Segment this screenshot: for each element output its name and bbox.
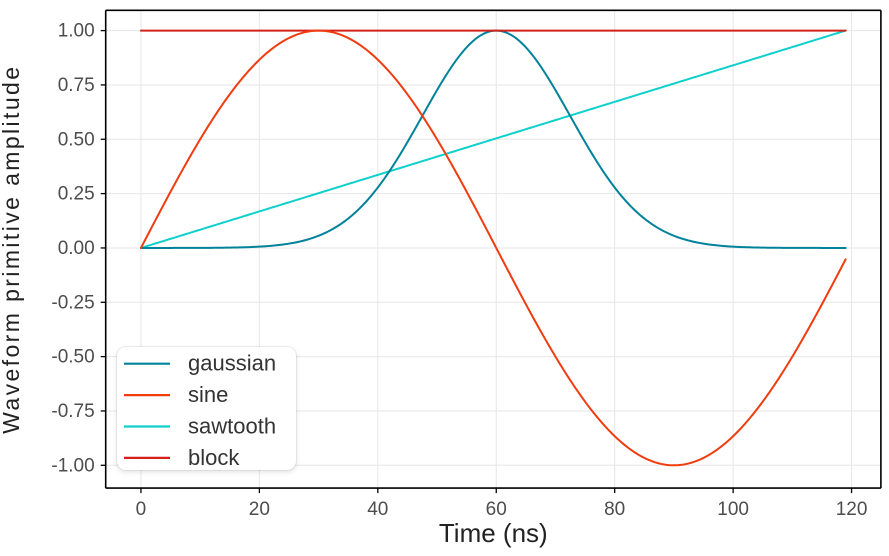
svg-text:sawtooth: sawtooth: [188, 414, 276, 439]
svg-text:gaussian: gaussian: [188, 351, 276, 376]
svg-text:Time (ns): Time (ns): [439, 518, 548, 548]
svg-text:block: block: [188, 445, 240, 470]
svg-text:Waveform primitive amplitude: Waveform primitive amplitude: [0, 65, 24, 434]
svg-text:sine: sine: [188, 382, 228, 407]
